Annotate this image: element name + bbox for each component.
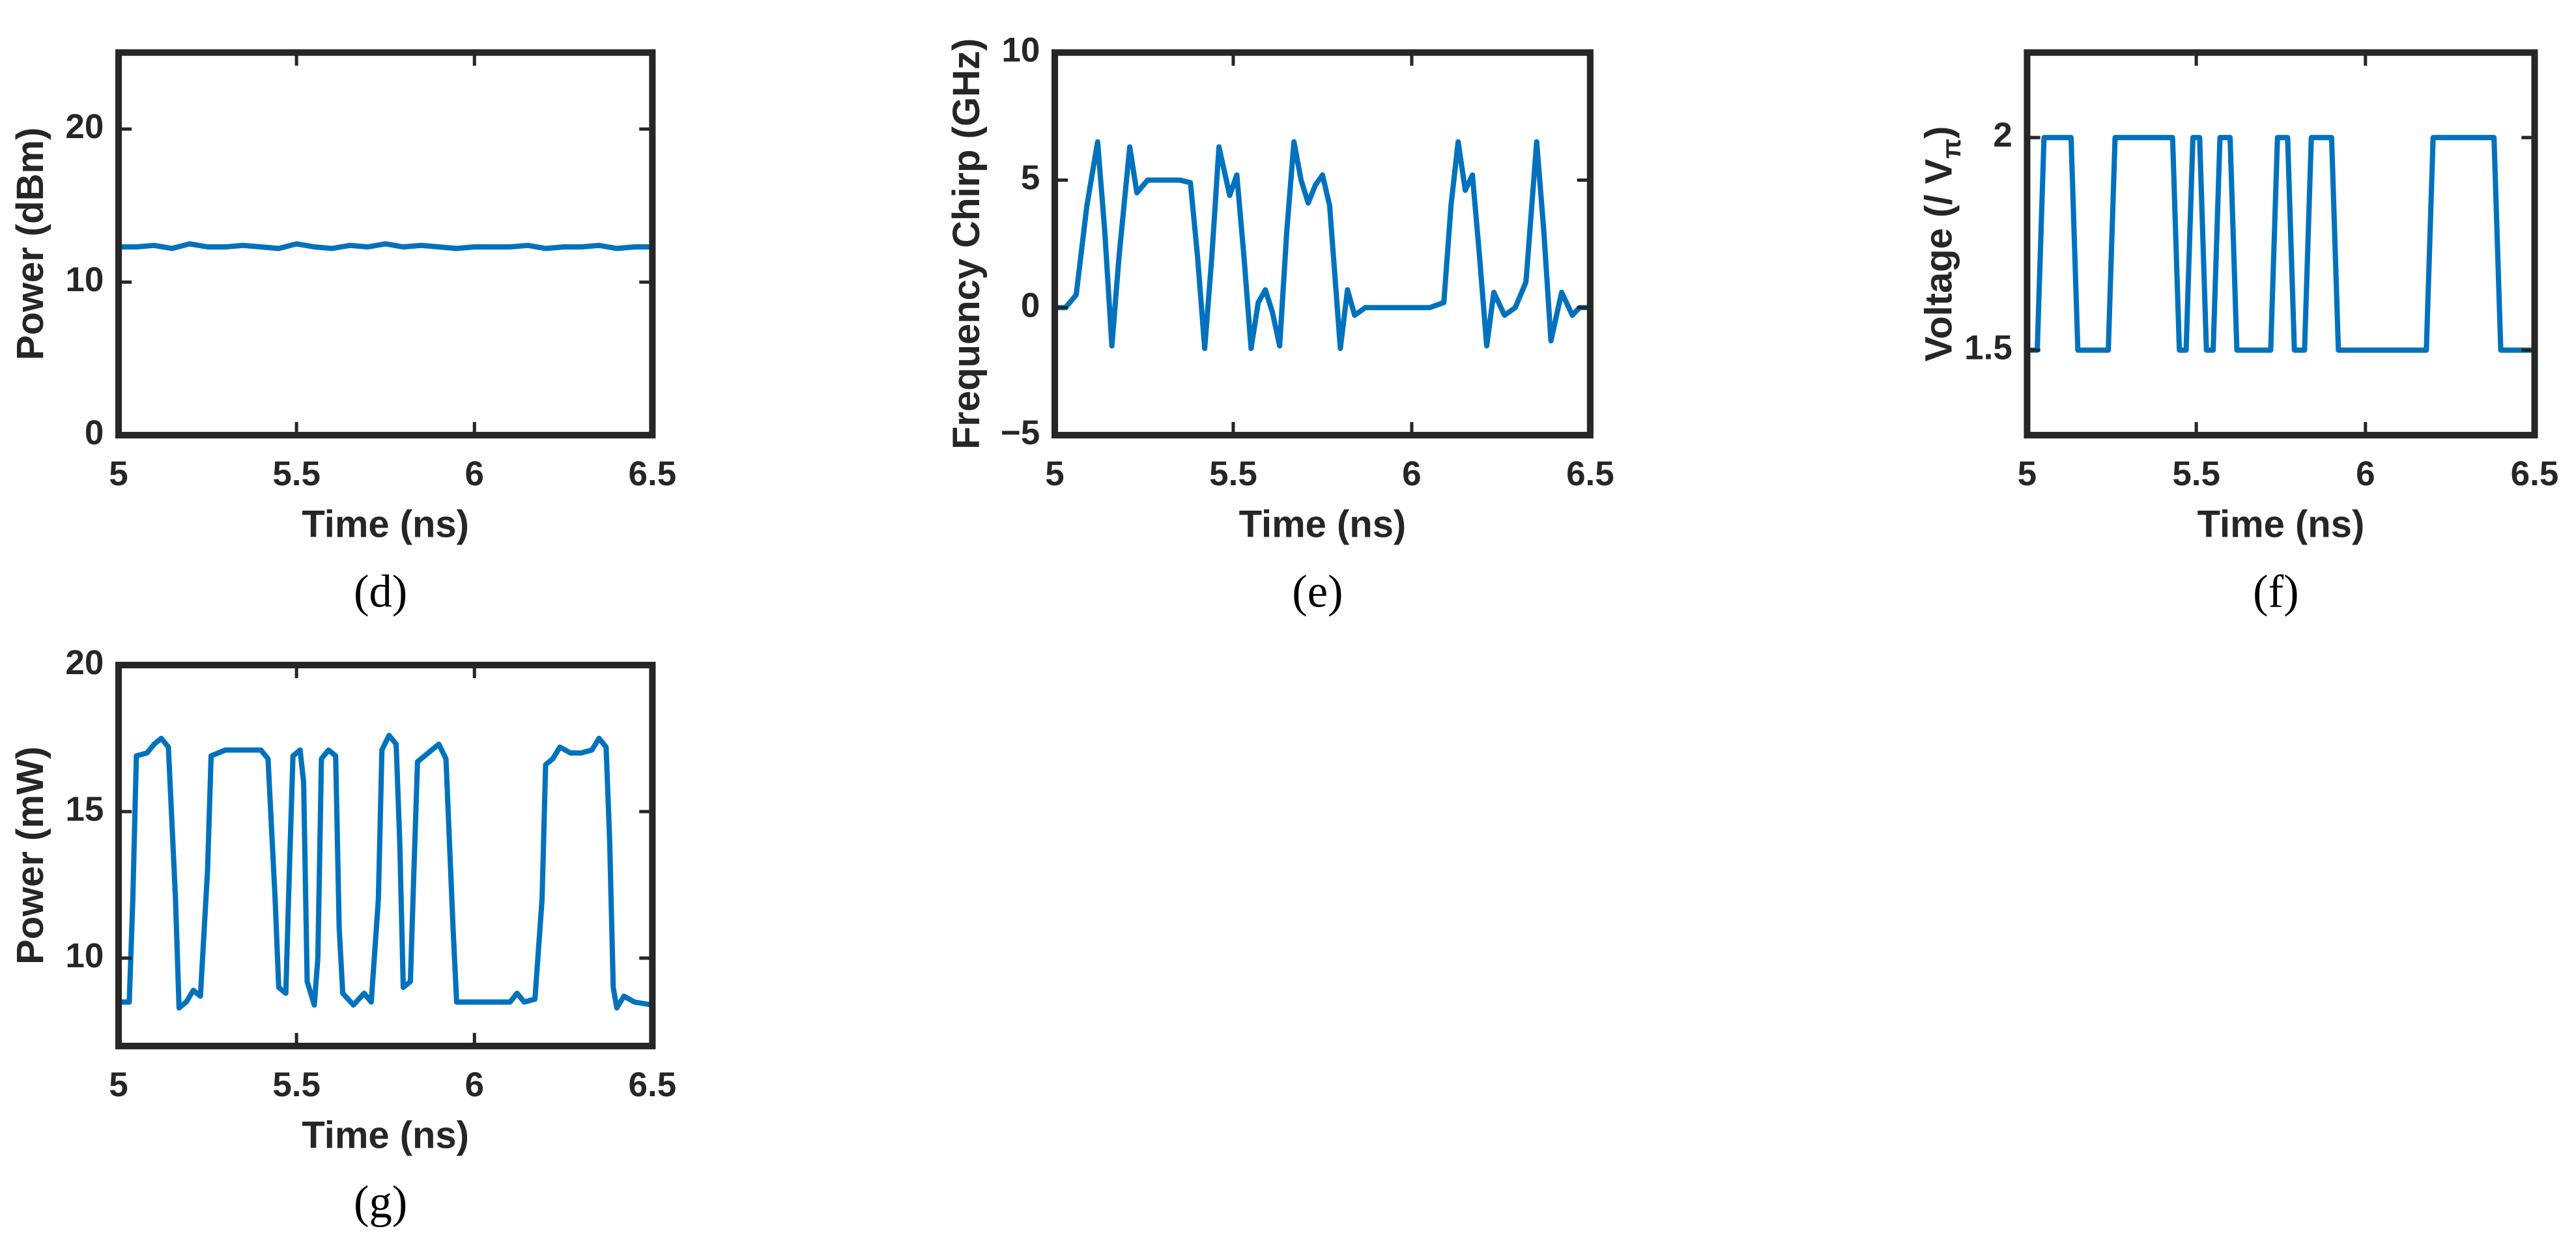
data-line — [119, 732, 653, 1011]
x-tick-label: 6 — [2356, 455, 2375, 493]
data-line — [2027, 135, 2535, 353]
x-axis-label: Time (ns) — [302, 1114, 469, 1156]
y-tick-label: 10 — [65, 261, 104, 299]
x-tick-label: 5.5 — [272, 1066, 321, 1104]
x-axis-label: Time (ns) — [1239, 504, 1407, 546]
x-axis-label: Time (ns) — [2197, 504, 2365, 546]
x-tick-label: 6.5 — [2511, 455, 2559, 493]
y-axis-label-part: Power (dBm) — [10, 128, 51, 361]
y-axis-label: Power (dBm) — [10, 128, 51, 361]
y-axis-label: Voltage (/ Vπ) — [1919, 126, 1966, 362]
y-tick-label: 0 — [85, 414, 104, 452]
y-axis-label-part: ) — [1919, 126, 1960, 139]
x-tick-label: 5.5 — [1209, 455, 1257, 493]
subplot: −5 0 5 10 5 5.5 6 6.5 Time (ns) Frequency Chirp (… — [946, 31, 1614, 617]
x-tick-label: 5 — [2018, 455, 2037, 493]
subplot: 0 10 20 5 5.5 6 6.5 Time (ns) Power (dBm) (d) — [10, 49, 677, 617]
y-tick-label: 1.5 — [1964, 329, 2012, 367]
y-tick-label: 20 — [65, 644, 104, 682]
axes-box — [115, 49, 656, 439]
x-tick-label: 5 — [1045, 455, 1064, 493]
y-axis-label-part: Power (mW) — [10, 746, 51, 965]
caption: (g) — [354, 1177, 407, 1228]
x-tick-label: 5 — [109, 1066, 128, 1104]
subplot: 10 15 20 5 5.5 6 6.5 Time (ns) Power (mW) (g) — [10, 644, 676, 1228]
y-tick-label: 20 — [65, 107, 104, 146]
x-tick-label: 6 — [465, 1066, 484, 1104]
y-tick-label: 10 — [1001, 31, 1040, 70]
y-tick-label: 5 — [1021, 158, 1040, 197]
x-tick-label: 5.5 — [2172, 455, 2220, 493]
y-axis-label: Power (mW) — [10, 746, 51, 965]
y-tick-label: 15 — [65, 790, 104, 829]
caption: (e) — [1292, 566, 1343, 617]
y-tick-label: −5 — [1001, 414, 1040, 452]
x-tick-label: 6.5 — [1566, 455, 1614, 493]
y-axis-label-part: Frequency Chirp (GHz) — [946, 38, 988, 449]
x-tick-label: 6 — [465, 455, 484, 493]
x-tick-label: 5.5 — [272, 455, 321, 493]
y-tick-label: 0 — [1021, 286, 1040, 324]
axes-box — [115, 661, 656, 1049]
data-line — [1055, 139, 1590, 351]
x-tick-label: 6.5 — [629, 455, 677, 493]
x-axis-label: Time (ns) — [302, 504, 469, 546]
x-tick-label: 5 — [109, 455, 128, 493]
x-tick-label: 6.5 — [629, 1066, 677, 1104]
y-tick-label: 10 — [65, 937, 104, 975]
x-tick-label: 6 — [1402, 455, 1421, 493]
subplot: 1.5 2 5 5.5 6 6.5 Time (ns) Voltage (/ Vπ) (f) — [1919, 49, 2559, 617]
y-tick-label: 2 — [1993, 116, 2012, 154]
y-axis-label-part: Voltage (/ V — [1919, 158, 1960, 362]
axes-box — [2024, 49, 2538, 439]
axes-box — [1051, 49, 1594, 439]
caption: (f) — [2253, 566, 2299, 617]
y-axis-label: Frequency Chirp (GHz) — [946, 38, 988, 449]
y-axis-label-part: π — [1936, 139, 1966, 159]
caption: (d) — [354, 566, 407, 617]
data-line — [119, 241, 653, 251]
